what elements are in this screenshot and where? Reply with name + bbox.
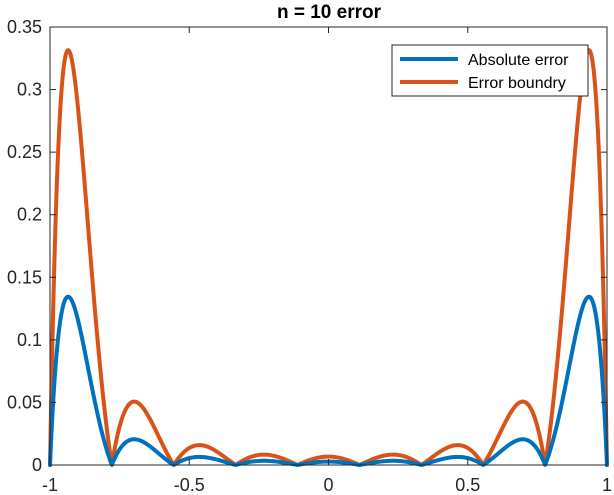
legend-label-0: Absolute error bbox=[468, 52, 569, 69]
y-tick-label: 0 bbox=[32, 455, 42, 475]
y-tick-label: 0.3 bbox=[17, 80, 42, 100]
x-tick-label: -0.5 bbox=[174, 475, 205, 495]
y-tick-label: 0.35 bbox=[7, 17, 42, 37]
x-tick-label: -1 bbox=[42, 475, 58, 495]
x-tick-label: 0 bbox=[323, 475, 333, 495]
y-tick-label: 0.25 bbox=[7, 142, 42, 162]
axes-layer: -1 -0.5 0 0.5 1 0 0.05 0.1 0.15 0.2 0.25 0.3 0.35 bbox=[7, 17, 612, 495]
legend: Absolute error Error boundry bbox=[391, 44, 589, 97]
y-tick-label: 0.2 bbox=[17, 205, 42, 225]
x-tick-label: 0.5 bbox=[455, 475, 480, 495]
y-tick-label: 0.05 bbox=[7, 392, 42, 412]
x-tick-label: 1 bbox=[602, 475, 612, 495]
legend-box bbox=[391, 44, 589, 97]
chart-title: n = 10 error bbox=[277, 2, 382, 23]
series-line-1 bbox=[48, 48, 609, 467]
y-tick-label: 0.15 bbox=[7, 267, 42, 287]
y-tick-label: 0.1 bbox=[17, 330, 42, 350]
legend-label-1: Error boundry bbox=[468, 75, 566, 92]
